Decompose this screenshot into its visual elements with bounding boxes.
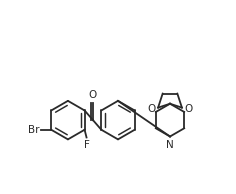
Text: O: O <box>184 104 193 113</box>
Text: O: O <box>147 104 156 113</box>
Text: Br: Br <box>28 125 40 135</box>
Text: F: F <box>84 140 90 150</box>
Text: N: N <box>166 140 174 150</box>
Text: O: O <box>89 90 97 100</box>
